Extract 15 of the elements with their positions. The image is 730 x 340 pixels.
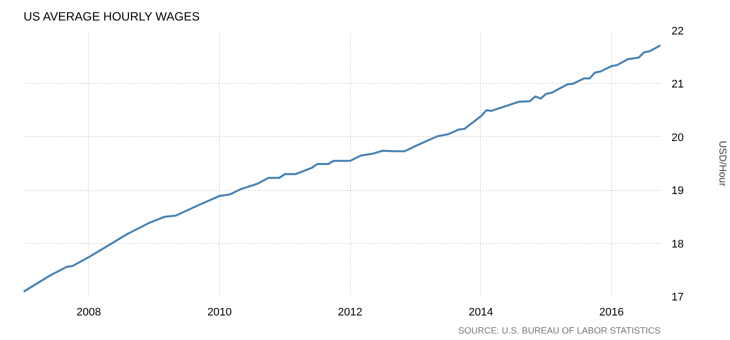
x-tick-label: 2008 (76, 306, 102, 318)
y-tick-label: 22 (672, 26, 684, 38)
line-series (24, 44, 660, 293)
y-tick-label: 17 (672, 292, 684, 304)
chart-title: US AVERAGE HOURLY WAGES (24, 10, 200, 24)
y-tick-label: 21 (672, 78, 684, 91)
y-tick-label: 20 (672, 132, 684, 144)
x-tick-label: 2016 (599, 306, 624, 318)
x-tick-label: 2012 (338, 306, 362, 318)
y-tick-label: 19 (672, 185, 684, 198)
y-tick-label: 18 (672, 238, 684, 250)
y-axis-title: USD/Hour (716, 140, 728, 187)
source-note: SOURCE: U.S. BUREAU OF LABOR STATISTICS (458, 326, 661, 336)
x-tick-label: 2010 (207, 306, 232, 318)
x-tick-label: 2014 (468, 306, 494, 318)
